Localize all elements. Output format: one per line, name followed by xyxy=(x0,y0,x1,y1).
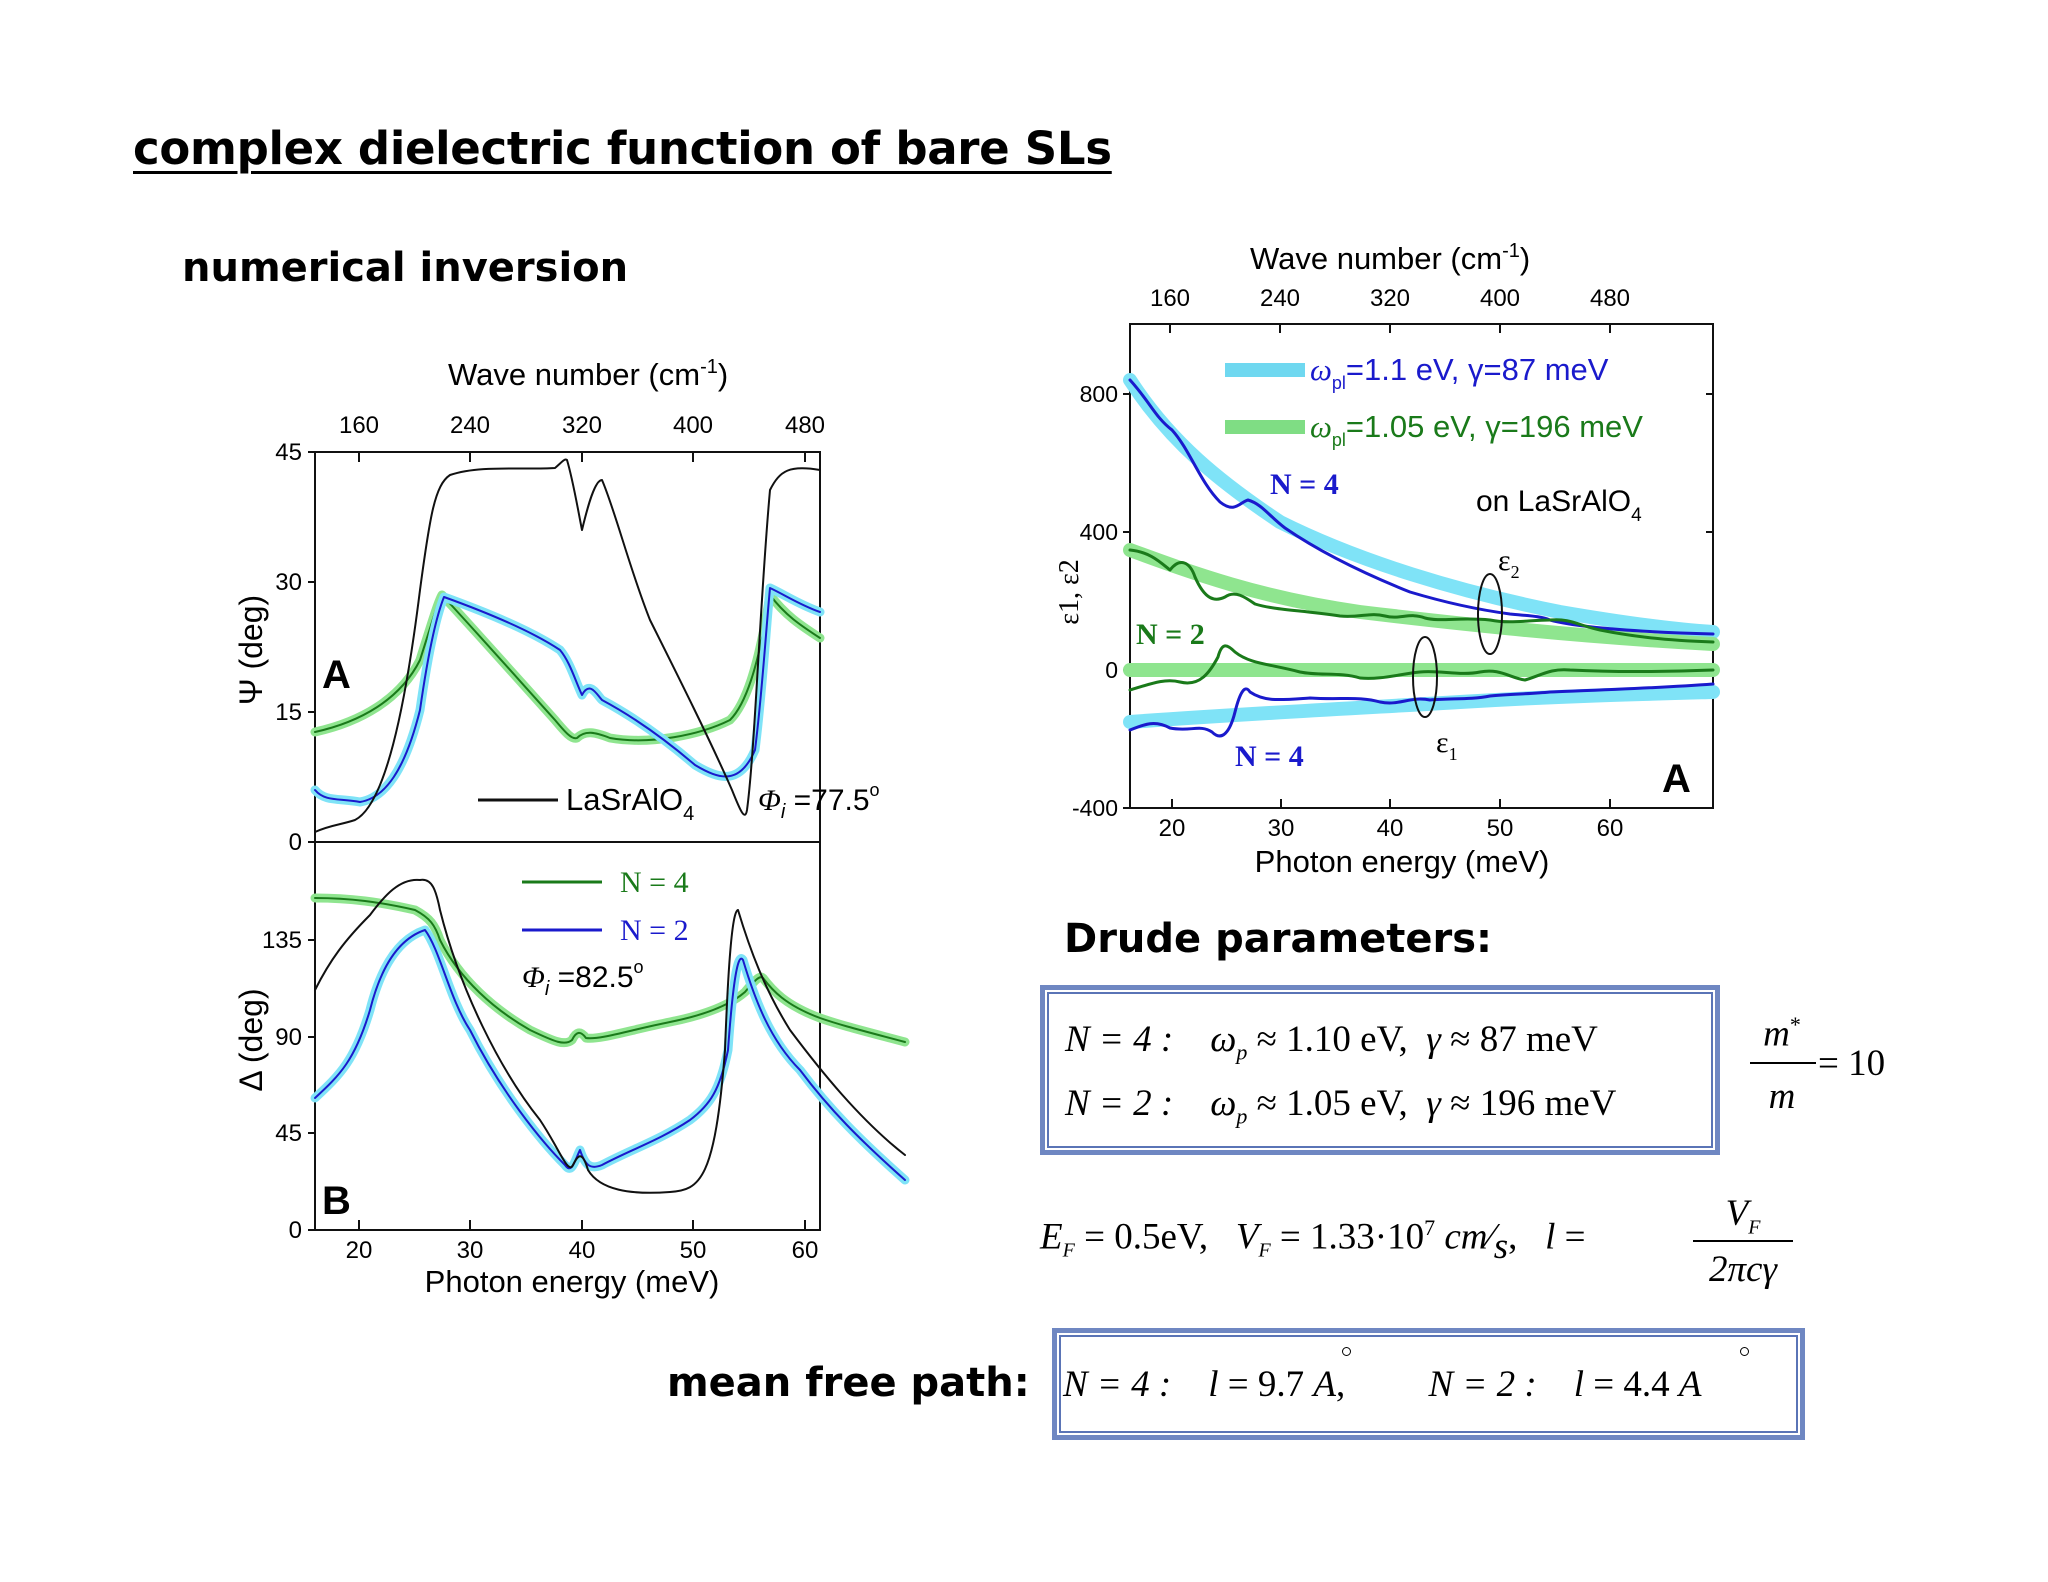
photon-energy-axis-title: Photon energy (meV) xyxy=(1255,844,1550,879)
eps1-n4-line xyxy=(1128,682,1715,738)
plot-frame xyxy=(1129,323,1714,809)
eps2-n4-fit xyxy=(1123,373,1720,639)
panel-b-letter: B xyxy=(322,1179,351,1223)
top-tick-label: 160 xyxy=(339,412,379,439)
ytick-b: 0 xyxy=(289,1217,302,1244)
epsilon2-label: ε2 xyxy=(1498,544,1520,582)
panel-a-letter: A xyxy=(322,653,351,697)
bottom-tick-label: 20 xyxy=(346,1237,373,1264)
drude-row-n4: N = 4 : ωp ≈ 1.10 eV, γ ≈ 87 meV xyxy=(1065,1019,1598,1065)
n4-eps2-label: N = 4 xyxy=(1270,468,1339,501)
photon-energy-axis-title: Photon energy (meV) xyxy=(425,1264,720,1299)
mean-free-path-values: N = 4 : l = 9.7 A, N = 2 : l = 4.4 A xyxy=(1063,1364,1702,1405)
top-tick-label: 240 xyxy=(450,412,490,439)
lasralo-legend-label: LaSrAlO4 xyxy=(566,782,694,825)
mass-ratio-fraction-bar xyxy=(1750,1062,1816,1064)
legend-label-green: ωpl=1.05 eV, γ=196 meV xyxy=(1310,409,1643,450)
wave-number-axis-title: Wave number (cm-1) xyxy=(448,356,728,392)
delta-blue-line xyxy=(314,929,906,1181)
drude-parameters-heading: Drude parameters: xyxy=(1064,916,1493,962)
psi-blue-line xyxy=(314,587,821,803)
n2-legend-label: N = 2 xyxy=(620,914,689,947)
delta-axis-label: Δ (deg) xyxy=(233,988,269,1091)
substrate-label: on LaSrAlO4 xyxy=(1476,485,1642,526)
bottom-tick-label: 50 xyxy=(1487,815,1514,842)
legend-label-cyan: ωpl=1.1 eV, γ=87 meV xyxy=(1310,352,1609,393)
psi-black-line xyxy=(314,458,821,833)
bottom-tick-label: 30 xyxy=(1268,815,1295,842)
angstrom-ring xyxy=(1740,1347,1749,1356)
psi-axis-label: Ψ (deg) xyxy=(233,595,269,705)
ytick-b: 45 xyxy=(275,1120,302,1147)
ytick-a: 30 xyxy=(275,569,302,596)
n2-label: N = 2 xyxy=(1136,618,1205,651)
eps1-n2-line xyxy=(1128,644,1715,692)
angstrom-ring xyxy=(1342,1347,1351,1356)
ytick-b: 135 xyxy=(262,927,302,954)
mfp-formula-denominator: 2πcγ xyxy=(1708,1249,1778,1290)
ellipsometry-figure: Wave number (cm-1) 160 240 320 400 480 0… xyxy=(233,356,910,1299)
drude-parameters-box: N = 4 : ωp ≈ 1.10 eV, γ ≈ 87 meV N = 2 :… xyxy=(1040,985,1720,1155)
ytick-b: 90 xyxy=(275,1024,302,1051)
drude-row-n2: N = 2 : ωp ≈ 1.05 eV, γ ≈ 196 meV xyxy=(1065,1083,1617,1129)
eps1-ellipse xyxy=(1412,636,1438,718)
ytick-a: 15 xyxy=(275,699,302,726)
eps2-ellipse xyxy=(1477,573,1503,655)
psi-green-line xyxy=(314,594,821,742)
eps2-n2-line xyxy=(1128,548,1715,644)
bottom-tick-label: 40 xyxy=(569,1237,596,1264)
delta-black-line xyxy=(314,878,906,1194)
wave-number-axis-title: Wave number (cm-1) xyxy=(1250,240,1530,276)
bottom-tick-label: 30 xyxy=(457,1237,484,1264)
top-tick-label: 400 xyxy=(673,412,713,439)
n4-legend-label: N = 4 xyxy=(620,866,689,899)
top-tick-labels: 160 240 320 400 480 xyxy=(339,412,825,439)
epsilon1-label: ε1 xyxy=(1436,726,1458,764)
top-tick-label: 320 xyxy=(1370,285,1410,312)
eps2-n2-fit xyxy=(1123,543,1720,651)
ytick-label: 0 xyxy=(1105,657,1118,683)
ytick-label: -400 xyxy=(1072,795,1118,821)
ytick-label: 800 xyxy=(1080,381,1118,407)
page-title: complex dielectric function of bare SLs xyxy=(133,122,1112,175)
dielectric-function-figure: Wave number (cm-1) 160 240 320 400 480 -… xyxy=(1054,240,1720,879)
panel-b-curves xyxy=(310,878,910,1194)
panel-letter: A xyxy=(1662,757,1691,801)
top-tick-label: 480 xyxy=(785,412,825,439)
mass-ratio-numerator: m* xyxy=(1763,1012,1801,1055)
bottom-tick-label: 60 xyxy=(1597,815,1624,842)
eps1-n4-fit xyxy=(1123,685,1720,729)
mass-ratio-denominator: m xyxy=(1768,1076,1796,1117)
ytick-a: 0 xyxy=(289,829,302,856)
bottom-tick-label: 20 xyxy=(1159,815,1186,842)
n4-eps1-label: N = 4 xyxy=(1235,740,1304,773)
bottom-tick-label: 60 xyxy=(792,1237,819,1264)
bottom-tick-label: 40 xyxy=(1377,815,1404,842)
angle-a-label: Φi =77.5o xyxy=(758,780,880,823)
top-tick-label: 160 xyxy=(1150,285,1190,312)
mean-free-path-box: N = 4 : l = 9.7 A, N = 2 : l = 4.4 A xyxy=(1052,1328,1805,1440)
delta-green-line xyxy=(314,897,906,1044)
angle-b-label: Φi =82.5o xyxy=(522,957,644,1000)
top-tick-label: 400 xyxy=(1480,285,1520,312)
numerical-inversion-heading: numerical inversion xyxy=(182,245,629,291)
top-tick-label: 320 xyxy=(562,412,602,439)
mass-ratio-value: = 10 xyxy=(1818,1043,1886,1084)
mean-free-path-heading: mean free path: xyxy=(667,1360,1030,1406)
epsilon-axis-label: ε1, ε2 xyxy=(1054,559,1085,625)
top-tick-label: 240 xyxy=(1260,285,1300,312)
fermi-equation: EF = 0.5eV, VF = 1.33·107 cm⁄s, l = xyxy=(1040,1215,1586,1268)
ytick-a: 45 xyxy=(275,439,302,466)
top-tick-label: 480 xyxy=(1590,285,1630,312)
mfp-formula-fraction-bar xyxy=(1693,1240,1793,1242)
mfp-formula-numerator: VF xyxy=(1725,1193,1761,1239)
panel-a-curves xyxy=(310,458,825,833)
epsilon-curves xyxy=(1123,373,1720,738)
bottom-tick-label: 50 xyxy=(680,1237,707,1264)
ytick-label: 400 xyxy=(1080,519,1118,545)
